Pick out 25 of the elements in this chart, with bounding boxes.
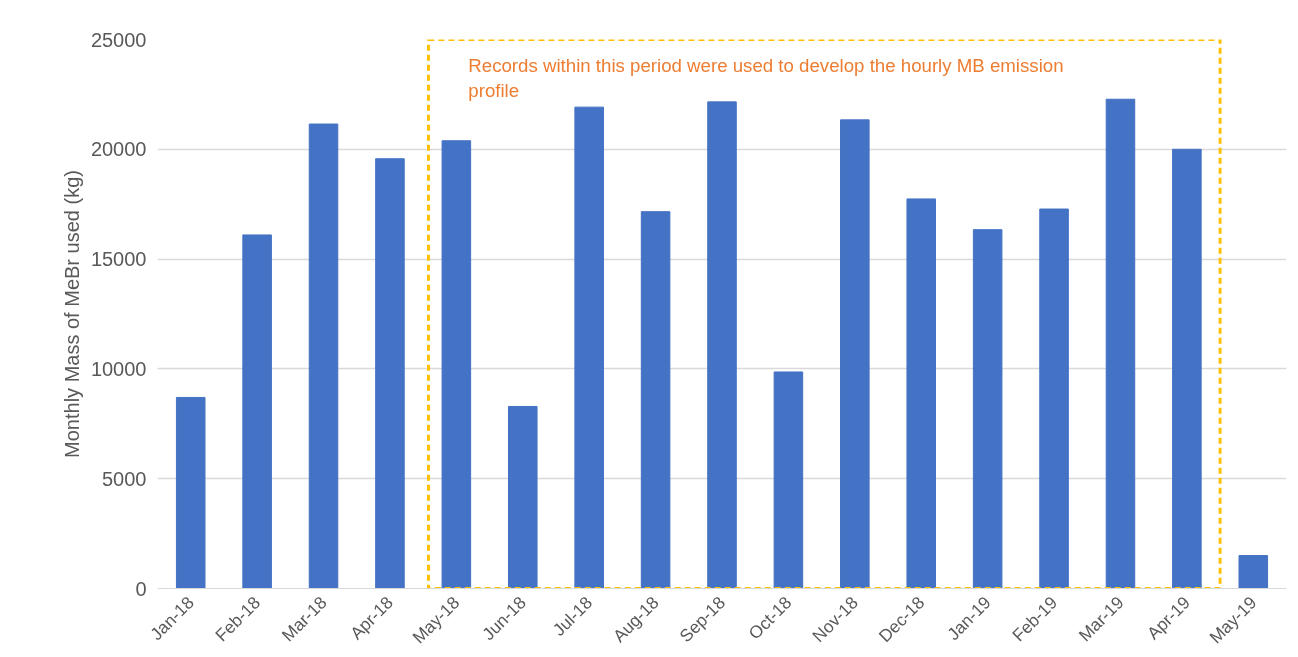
bar — [1105, 98, 1136, 589]
bar — [1039, 208, 1069, 589]
y-tick-label: 10000 — [90, 357, 147, 380]
bar — [972, 229, 1003, 589]
bar — [1238, 555, 1269, 589]
bar — [507, 405, 538, 589]
bar — [773, 371, 804, 589]
bar — [574, 106, 604, 589]
bar — [242, 234, 272, 589]
y-tick-label: 25000 — [90, 28, 147, 51]
y-tick-label: 15000 — [90, 248, 147, 271]
bar — [441, 140, 472, 589]
bar — [640, 211, 671, 589]
y-tick-label: 0 — [135, 577, 147, 600]
bar — [308, 123, 339, 589]
annotation: Records within this period were used to develop the hourly MB emission profile — [468, 54, 1064, 102]
y-axis-title: Monthly Mass of MeBr used (kg) — [60, 170, 83, 458]
bar — [906, 198, 937, 589]
bar — [840, 119, 870, 589]
y-tick-label: 20000 — [90, 138, 147, 161]
bar — [707, 101, 737, 589]
bar — [1172, 148, 1202, 589]
y-tick-label: 5000 — [102, 467, 147, 490]
bar — [175, 396, 206, 589]
bar — [375, 158, 405, 589]
